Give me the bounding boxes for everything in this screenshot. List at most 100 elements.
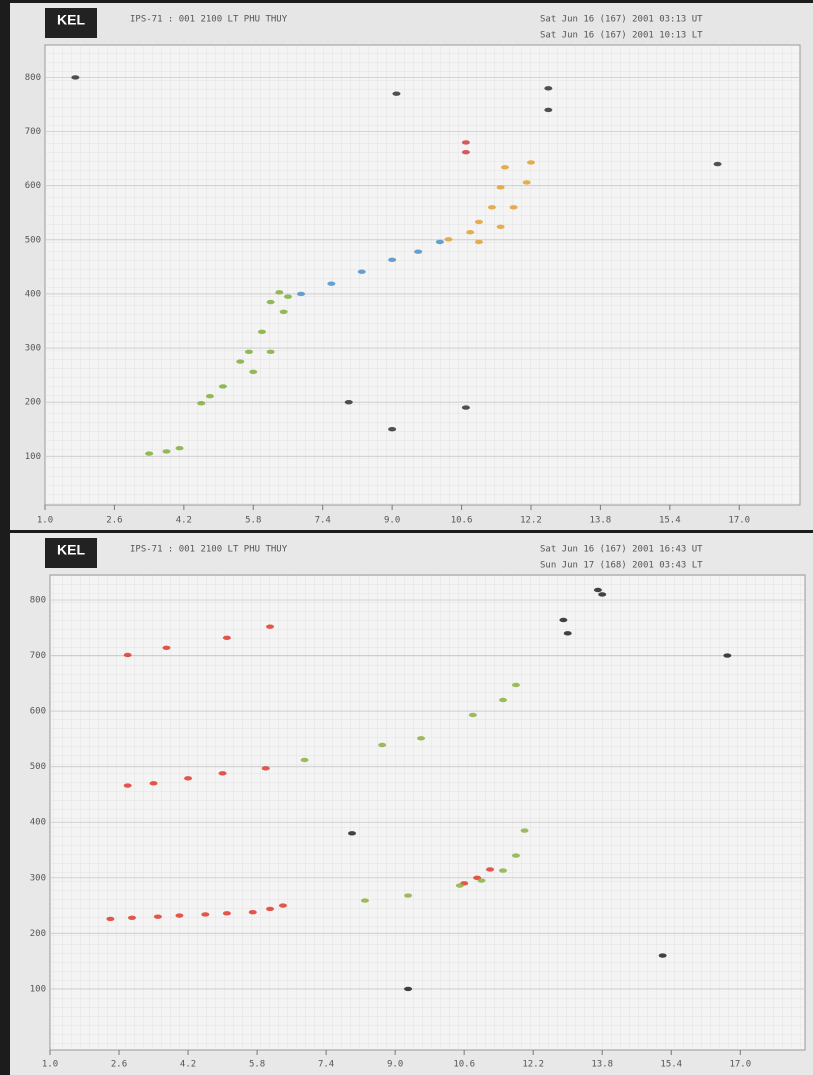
trace-point (266, 906, 275, 912)
trace-point (261, 766, 270, 771)
trace-point (248, 910, 257, 915)
trace-point (544, 107, 553, 113)
x-tick-label: 10.6 (453, 1060, 475, 1070)
trace-point (461, 140, 470, 145)
trace-point (392, 91, 401, 96)
trace-point (360, 898, 369, 903)
trace-point (509, 205, 518, 210)
trace-point (461, 405, 470, 410)
trace-point (526, 160, 535, 165)
x-tick-label: 12.2 (520, 516, 542, 526)
y-tick-label: 800 (25, 73, 41, 83)
trace-point (266, 299, 275, 305)
y-tick-label: 700 (25, 127, 41, 137)
timestamp: Sun Jun 17 (168) 2001 03:43 LT (540, 561, 703, 571)
trace-point (487, 205, 496, 210)
x-tick-label: 17.0 (728, 516, 750, 526)
y-tick-label: 400 (25, 289, 41, 299)
trace-point (257, 329, 266, 335)
y-tick-label: 100 (30, 984, 46, 994)
trace-point (522, 180, 531, 185)
x-tick-label: 12.2 (522, 1060, 544, 1070)
x-tick-label: 7.4 (318, 1060, 334, 1070)
x-tick-label: 13.8 (590, 516, 612, 526)
y-tick-label: 500 (25, 235, 41, 245)
trace-point (300, 757, 309, 763)
x-tick-label: 1.0 (37, 516, 53, 526)
trace-point (357, 269, 366, 274)
trace-point (598, 592, 607, 597)
trace-point (417, 736, 426, 741)
x-tick-label: 9.0 (387, 1060, 403, 1070)
trace-point (266, 624, 275, 629)
trace-point (106, 916, 115, 922)
trace-point (201, 912, 210, 917)
trace-point (544, 86, 553, 91)
x-tick-label: 7.4 (315, 516, 331, 526)
x-tick-label: 4.2 (176, 516, 192, 526)
trace-point (461, 149, 470, 155)
trace-point (279, 309, 288, 314)
trace-point (184, 776, 193, 781)
trace-point (500, 165, 509, 170)
trace-point (414, 249, 423, 254)
logo: KEL (57, 12, 85, 28)
trace-point (175, 445, 184, 451)
trace-point (404, 893, 413, 898)
trace-point (466, 230, 475, 235)
trace-point (348, 831, 356, 836)
y-tick-label: 600 (30, 707, 46, 717)
x-tick-label: 9.0 (384, 516, 400, 526)
trace-point (511, 853, 520, 858)
x-tick-label: 4.2 (180, 1060, 196, 1070)
x-tick-label: 2.6 (111, 1060, 127, 1070)
trace-point (477, 878, 486, 883)
timestamp: Sat Jun 16 (167) 2001 03:13 UT (540, 15, 703, 25)
trace-point (378, 742, 387, 748)
trace-point (162, 449, 171, 454)
trace-point (723, 653, 732, 658)
trace-point (275, 290, 284, 295)
timestamp: Sat Jun 16 (167) 2001 10:13 LT (540, 31, 703, 41)
trace-point (283, 294, 292, 299)
minor-grid (50, 575, 805, 1050)
y-tick-label: 300 (30, 873, 46, 883)
x-tick-label: 15.4 (660, 1060, 682, 1070)
y-tick-label: 400 (30, 818, 46, 828)
trace-point (71, 75, 80, 80)
trace-point (455, 883, 464, 888)
trace-point (435, 239, 444, 245)
trace-point (486, 867, 495, 872)
trace-point (149, 781, 158, 786)
trace-point (205, 394, 214, 399)
trace-point (327, 281, 336, 286)
y-tick-label: 600 (25, 181, 41, 191)
timestamp: Sat Jun 16 (167) 2001 16:43 UT (540, 545, 703, 555)
trace-point (511, 682, 520, 688)
trace-point (474, 219, 483, 225)
x-tick-label: 17.0 (729, 1060, 751, 1070)
y-tick-label: 200 (25, 398, 41, 408)
trace-point (162, 645, 171, 650)
minor-grid (45, 45, 800, 505)
y-tick-label: 200 (30, 929, 46, 939)
panel-title: IPS-71 : 001 2100 LT PHU THUY (130, 15, 288, 25)
trace-point (713, 161, 722, 167)
trace-point (236, 359, 245, 364)
x-tick-label: 15.4 (659, 516, 681, 526)
trace-point (197, 401, 206, 406)
y-tick-label: 300 (25, 344, 41, 354)
y-tick-label: 500 (30, 762, 46, 772)
x-tick-label: 13.8 (591, 1060, 613, 1070)
trace-point (499, 697, 507, 703)
trace-point (244, 349, 253, 355)
trace-point (123, 652, 132, 658)
trace-point (496, 185, 505, 190)
trace-point (496, 224, 505, 230)
y-tick-label: 800 (30, 596, 46, 606)
trace-point (218, 384, 227, 389)
trace-point (658, 953, 667, 958)
trace-point (266, 349, 275, 355)
